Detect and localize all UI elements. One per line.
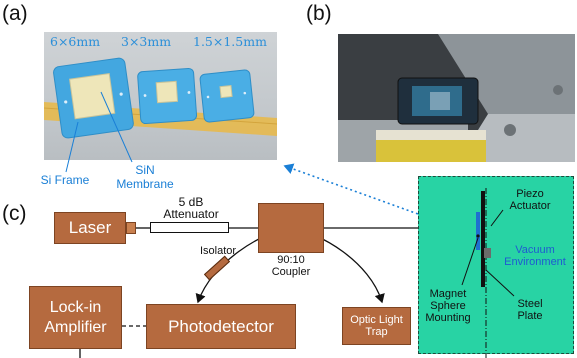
vacuum-environment-region bbox=[418, 176, 574, 354]
chip-size-6mm: 6×6mm bbox=[50, 34, 101, 49]
piezo-label-line1: Piezo bbox=[516, 188, 544, 200]
trap-label-line1: Optic Light bbox=[350, 314, 403, 326]
laser-box: Laser bbox=[54, 212, 126, 244]
attenuator-label-line2: Attenuator bbox=[163, 207, 219, 221]
lockin-label-line1: Lock-in bbox=[49, 298, 102, 316]
magnet-sphere bbox=[476, 234, 480, 238]
steel-plate bbox=[481, 191, 485, 287]
piezo-label-line2: Actuator bbox=[509, 200, 551, 212]
lockin-label-line2: Amplifier bbox=[44, 318, 107, 336]
piezo-label: Piezo Actuator bbox=[497, 188, 563, 212]
photodetector-box: Photodetector bbox=[146, 304, 296, 349]
optic-light-trap-box: Optic Light Trap bbox=[342, 307, 411, 345]
magnet-label-line3: Mounting bbox=[425, 312, 471, 324]
panel-label-c: (c) bbox=[2, 202, 27, 225]
coupler-label: 90:10 Coupler bbox=[250, 254, 332, 278]
magnet-label-line2: Sphere bbox=[430, 300, 466, 312]
sin-membrane-label-line1: SiN bbox=[135, 163, 155, 177]
lockin-amplifier-box: Lock-in Amplifier bbox=[29, 286, 122, 349]
membrane-chip bbox=[476, 212, 480, 250]
mounted-membrane-drawing bbox=[338, 34, 575, 162]
coupler-label-line1: 90:10 bbox=[277, 254, 305, 266]
steel-label-line1: Steel bbox=[517, 298, 543, 310]
sin-membrane-label-line2: Membrane bbox=[116, 177, 174, 191]
attenuator-label-line1: 5 dB bbox=[178, 195, 204, 209]
vacuum-label-line1: Vacuum bbox=[515, 244, 555, 256]
panel-label-a: (a) bbox=[2, 2, 28, 25]
attenuator-label: 5 dB Attenuator bbox=[146, 196, 236, 220]
si-frame-label: Si Frame bbox=[40, 173, 90, 187]
chip-size-1-5mm: 1.5×1.5mm bbox=[193, 34, 267, 49]
piezo-callout-line bbox=[490, 209, 504, 227]
mounted-membrane-photo bbox=[338, 34, 575, 162]
sin-membrane-label: SiN Membrane bbox=[110, 163, 180, 191]
membrane-chips-photo bbox=[44, 32, 277, 160]
steel-plate-label: Steel Plate bbox=[504, 298, 556, 322]
trap-label-line2: Trap bbox=[365, 326, 388, 338]
magnet-label: Magnet Sphere Mounting bbox=[418, 288, 478, 324]
coupler-box bbox=[258, 203, 324, 253]
vacuum-label: Vacuum Environment bbox=[496, 244, 574, 268]
magnet-label-line1: Magnet bbox=[429, 288, 467, 300]
steel-plate-callout-line bbox=[485, 269, 515, 297]
chip-size-3mm: 3×3mm bbox=[121, 34, 172, 49]
vacuum-label-line2: Environment bbox=[504, 256, 566, 268]
photodetector-label: Photodetector bbox=[168, 316, 274, 336]
steel-label-line2: Plate bbox=[517, 310, 543, 322]
photo-pointer-arrow bbox=[283, 163, 480, 237]
panel-label-b: (b) bbox=[306, 2, 332, 25]
attenuator-box bbox=[150, 222, 229, 233]
magnet-callout-line bbox=[461, 237, 479, 286]
piezo-actuator bbox=[484, 248, 491, 258]
laser-label: Laser bbox=[68, 218, 112, 237]
laser-port bbox=[126, 222, 136, 234]
coupler-label-line2: Coupler bbox=[271, 266, 311, 278]
isolator-label: Isolator bbox=[199, 245, 237, 257]
